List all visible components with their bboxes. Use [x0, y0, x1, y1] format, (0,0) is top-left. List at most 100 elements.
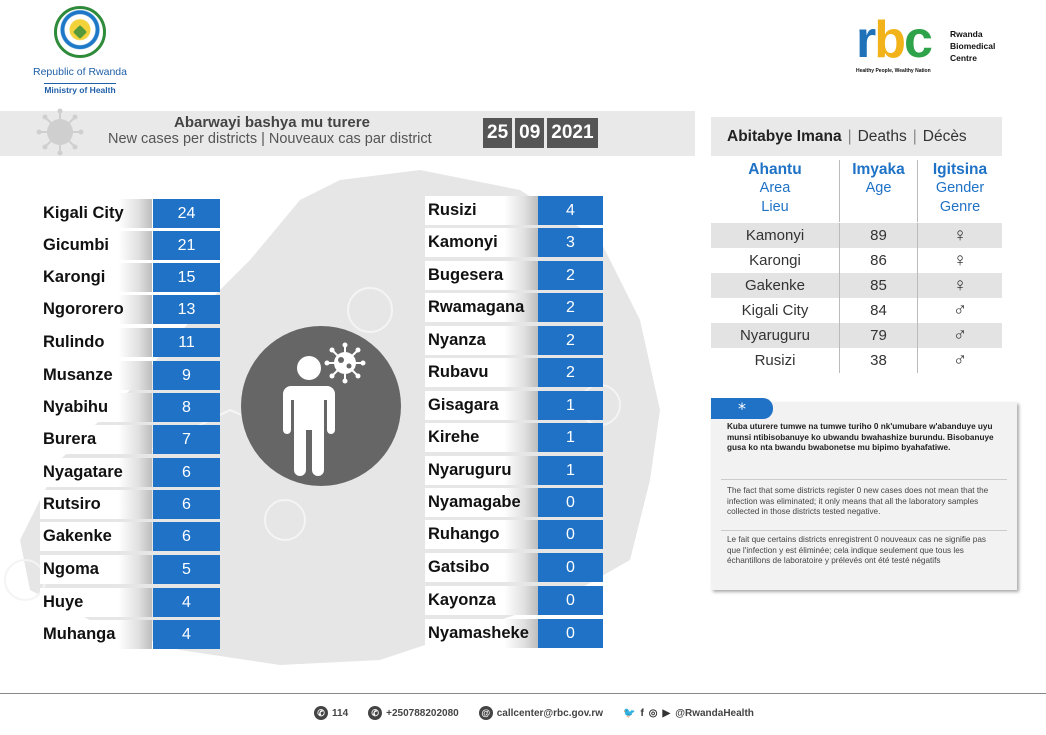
- case-count: 9: [153, 361, 220, 390]
- district-name: Rubavu: [425, 358, 538, 387]
- phone-number: +250788202080: [386, 707, 459, 719]
- district-name: Ruhango: [425, 520, 538, 549]
- district-name: Karongi: [40, 263, 152, 292]
- asterisk-icon: *: [711, 398, 773, 419]
- social-handle: @RwandaHealth: [675, 707, 754, 719]
- case-count: 1: [538, 456, 603, 485]
- zero-cases-note: Kuba uturere tumwe na tumwe turiho 0 nk'…: [711, 402, 1017, 590]
- case-count: 6: [153, 522, 220, 551]
- case-count: 0: [538, 586, 603, 615]
- district-name: Musanze: [40, 361, 152, 390]
- case-count: 0: [538, 553, 603, 582]
- rbc-wordmark: rbc: [856, 11, 933, 69]
- district-name: Gicumbi: [40, 231, 152, 260]
- district-name: Rutsiro: [40, 490, 152, 519]
- district-name: Nyanza: [425, 326, 538, 355]
- footer-contacts: ✆ 114 ✆ +250788202080 @ callcenter@rbc.g…: [314, 706, 754, 720]
- case-count: 6: [153, 490, 220, 519]
- deaths-row: Rusizi 38 ♂: [711, 348, 1002, 373]
- case-count: 24: [153, 199, 220, 228]
- case-count: 2: [538, 261, 603, 290]
- case-count: 4: [153, 588, 220, 617]
- district-name: Kamonyi: [425, 228, 538, 257]
- instagram-icon: ◎: [648, 707, 658, 719]
- district-name: Ngororero: [40, 295, 152, 324]
- case-count: 0: [538, 520, 603, 549]
- date-year: 2021: [547, 118, 598, 148]
- case-count: 1: [538, 391, 603, 420]
- district-name: Rusizi: [425, 196, 538, 225]
- case-count: 2: [538, 293, 603, 322]
- rbc-full-name: Rwanda Biomedical Centre: [950, 29, 996, 63]
- deaths-title-rw: Abitabye Imana: [727, 128, 842, 145]
- republic-label: Republic of Rwanda: [33, 66, 127, 78]
- case-count: 2: [538, 358, 603, 387]
- case-count: 1: [538, 423, 603, 452]
- twitter-icon: 🐦: [623, 707, 636, 719]
- case-count: 6: [153, 458, 220, 487]
- deaths-title-en: Deaths: [857, 128, 907, 145]
- note-french: Le fait que certains districts enregistr…: [727, 535, 986, 565]
- district-name: Nyaruguru: [425, 456, 538, 485]
- male-icon: ♂: [917, 323, 1002, 348]
- date-day: 25: [483, 118, 513, 148]
- case-count: 2: [538, 326, 603, 355]
- district-name: Gisagara: [425, 391, 538, 420]
- district-name: Rulindo: [40, 328, 152, 357]
- case-count: 3: [538, 228, 603, 257]
- column-age: Imyaka Age: [839, 160, 917, 222]
- note-english: The fact that some districts register 0 …: [727, 486, 989, 516]
- column-area: Ahantu Area Lieu: [748, 161, 802, 215]
- rwanda-seal-icon: [54, 6, 106, 58]
- title-en-fr: New cases per districts | Nouveaux cas p…: [108, 131, 432, 147]
- district-name: Huye: [40, 588, 152, 617]
- district-name: Kigali City: [40, 199, 152, 228]
- phone-icon: ✆: [314, 706, 328, 720]
- case-count: 4: [538, 196, 603, 225]
- note-kinyarwanda: Kuba uturere tumwe na tumwe turiho 0 nk'…: [727, 422, 994, 452]
- deaths-row: Karongi 86 ♀: [711, 248, 1002, 273]
- district-name: Gatsibo: [425, 553, 538, 582]
- district-name: Bugesera: [425, 261, 538, 290]
- email-address: callcenter@rbc.gov.rw: [496, 707, 603, 719]
- deaths-row: Kigali City 84 ♂: [711, 298, 1002, 323]
- deaths-row: Kamonyi 89 ♀: [711, 223, 1002, 248]
- female-icon: ♀: [917, 223, 1002, 248]
- female-icon: ♀: [917, 273, 1002, 298]
- report-date: 25 09 2021: [483, 118, 598, 148]
- whatsapp-icon: ✆: [368, 706, 383, 720]
- person-virus-icon: [283, 342, 366, 476]
- district-name: Burera: [40, 425, 152, 454]
- youtube-icon: ▶: [662, 707, 671, 719]
- district-name: Muhanga: [40, 620, 152, 649]
- virus-icon: [36, 108, 84, 156]
- case-count: 7: [153, 425, 220, 454]
- district-name: Nyabihu: [40, 393, 152, 422]
- case-count: 21: [153, 231, 220, 260]
- ministry-label: Ministry of Health: [44, 83, 116, 95]
- district-name: Ngoma: [40, 555, 152, 584]
- case-count: 13: [153, 295, 220, 324]
- rbc-tagline: Healthy People, Wealthy Nation: [856, 68, 931, 74]
- case-count: 0: [538, 619, 603, 648]
- title-kinyarwanda: Abarwayi bashya mu turere: [174, 114, 370, 131]
- male-icon: ♂: [917, 298, 1002, 323]
- case-count: 5: [153, 555, 220, 584]
- footer-divider: [0, 693, 1046, 694]
- email-icon: @: [478, 706, 493, 720]
- case-count: 4: [153, 620, 220, 649]
- case-count: 0: [538, 488, 603, 517]
- deaths-row: Nyaruguru 79 ♂: [711, 323, 1002, 348]
- facebook-icon: f: [640, 707, 644, 719]
- district-name: Nyamasheke: [425, 619, 538, 648]
- district-name: Gakenke: [40, 522, 152, 551]
- district-name: Kayonza: [425, 586, 538, 615]
- district-name: Nyamagabe: [425, 488, 538, 517]
- column-gender: Igitsina Gender Genre: [917, 160, 1002, 222]
- district-name: Kirehe: [425, 423, 538, 452]
- rbc-logo: rbc Rwanda Biomedical Centre Healthy Peo…: [856, 11, 1016, 80]
- deaths-column-headers: Ahantu Area Lieu Imyaka Age Igitsina Gender G…: [711, 160, 1002, 222]
- case-count: 15: [153, 263, 220, 292]
- hotline-number: 114: [332, 707, 349, 719]
- district-name: Rwamagana: [425, 293, 538, 322]
